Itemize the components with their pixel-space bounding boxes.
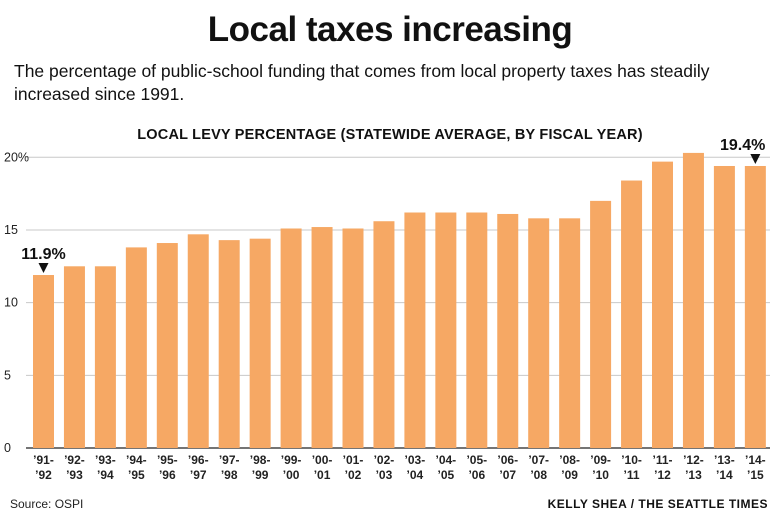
bar-20: [652, 161, 673, 448]
x-tick-label-line1: ’94-: [126, 453, 147, 467]
y-tick-label: 20%: [4, 150, 29, 164]
x-tick-label-line2: ’97: [190, 468, 207, 482]
x-tick-label-line2: ’13: [685, 468, 702, 482]
bar-8: [280, 228, 302, 448]
x-tick-label-line1: ’97-: [219, 453, 240, 467]
bar-21: [682, 152, 704, 448]
x-tick-label-line2: ’11: [624, 468, 640, 482]
x-tick-label-line2: ’95: [128, 468, 145, 482]
x-tick-label-line1: ’03-: [405, 453, 426, 467]
bar-3: [125, 247, 147, 448]
annotation-label: 19.4%: [720, 137, 765, 154]
x-tick-label-line2: ’09: [561, 468, 578, 482]
x-tick-label-line1: ’11-: [652, 453, 672, 467]
annotation-label: 11.9%: [21, 246, 65, 263]
x-tick-label-line2: ’93: [66, 468, 83, 482]
bars: [33, 152, 766, 449]
bar-14: [466, 212, 488, 448]
bar-16: [528, 218, 550, 448]
x-tick-label-line2: ’04: [407, 468, 424, 482]
x-tick-label-line2: ’05: [438, 468, 455, 482]
bar-18: [590, 200, 612, 448]
x-tick-label-line2: ’10: [592, 468, 609, 482]
bar-23: [744, 165, 766, 449]
x-tick-label-line2: ’03: [376, 468, 393, 482]
x-tick-label-line2: ’01: [314, 468, 331, 482]
y-tick-label: 0: [4, 441, 11, 455]
page-subtitle: The percentage of public-school funding …: [14, 61, 710, 104]
bar-7: [249, 238, 271, 448]
bar-1: [63, 266, 85, 448]
x-tick-label-line2: ’06: [468, 468, 485, 482]
bar-4: [156, 243, 178, 448]
x-tick-label-line1: ’00-: [312, 453, 333, 467]
y-tick-label: 5: [4, 368, 11, 382]
x-tick-label-line1: ’13-: [714, 453, 735, 467]
x-tick-label-line2: ’96: [159, 468, 176, 482]
x-tick-label-line1: ’09-: [590, 453, 611, 467]
x-tick-label-line2: ’07: [499, 468, 516, 482]
x-tick-label-line2: ’94: [97, 468, 114, 482]
x-tick-label-line2: ’08: [530, 468, 547, 482]
x-tick-label-line1: ’91-: [33, 453, 54, 467]
gridlines: [26, 156, 770, 449]
chart-title: LOCAL LEVY PERCENTAGE (STATEWIDE AVERAGE…: [137, 127, 643, 143]
bar-12: [404, 212, 426, 448]
bar-17: [559, 218, 581, 448]
x-tick-label-line2: ’02: [345, 468, 362, 482]
x-tick-label-line1: ’12-: [683, 453, 704, 467]
x-tick-label-line1: ’92-: [64, 453, 85, 467]
credit-line: KELLY SHEA / THE SEATTLE TIMES: [547, 497, 768, 511]
x-tick-label-line2: ’00: [283, 468, 300, 482]
annotation-arrow: [38, 263, 49, 274]
y-tick-label: 15: [4, 223, 18, 237]
x-tick-label-line2: ’98: [221, 468, 238, 482]
bar-19: [621, 180, 643, 448]
x-tick-label-line1: ’08-: [559, 453, 580, 467]
x-tick-label-line1: ’01-: [343, 453, 364, 467]
bar-2: [94, 266, 116, 448]
x-tick-label-line1: ’04-: [436, 453, 457, 467]
source-note: Source: OSPI: [10, 497, 84, 511]
x-tick-label-line1: ’93-: [95, 453, 116, 467]
bar-chart: 0 5 10 15 20% ’91-’92 ’92-’93 ’93-’94 ’94-’95 ’95…: [4, 137, 770, 482]
x-tick-label-line1: ’02-: [374, 453, 395, 467]
x-tick-label-line1: ’07-: [528, 453, 549, 467]
x-tick-label-line1: ’98-: [250, 453, 271, 467]
x-tick-label-line2: ’92: [35, 468, 52, 482]
y-tick-label: 10: [4, 296, 18, 310]
bar-5: [187, 234, 209, 448]
x-tick-label-line1: ’10-: [621, 453, 642, 467]
x-tick-label-line1: ’99-: [281, 453, 302, 467]
bar-22: [713, 165, 735, 449]
bar-15: [497, 213, 519, 448]
bar-0: [33, 275, 54, 448]
x-tick-label-line2: ’15: [747, 468, 764, 482]
x-tick-label-line2: ’14: [716, 468, 733, 482]
x-tick-label-line1: ’06-: [497, 453, 518, 467]
bar-9: [311, 227, 333, 448]
x-tick-label-line2: ’99: [252, 468, 269, 482]
bar-11: [373, 221, 395, 448]
x-tick-label-line1: ’95-: [157, 453, 178, 467]
x-tick-label-line1: ’14-: [745, 453, 766, 467]
annotation-arrow: [750, 153, 761, 164]
labels: 0 5 10 15 20% ’91-’92 ’92-’93 ’93-’94 ’94-’95 ’95…: [4, 137, 766, 482]
bar-10: [342, 228, 364, 448]
x-tick-label-line1: ’96-: [188, 453, 209, 467]
bar-13: [435, 212, 457, 448]
x-tick-label-line2: ’12: [654, 468, 671, 482]
page-title: Local taxes increasing: [207, 10, 573, 49]
x-tick-label-line1: ’05-: [466, 453, 487, 467]
bar-6: [218, 240, 240, 448]
